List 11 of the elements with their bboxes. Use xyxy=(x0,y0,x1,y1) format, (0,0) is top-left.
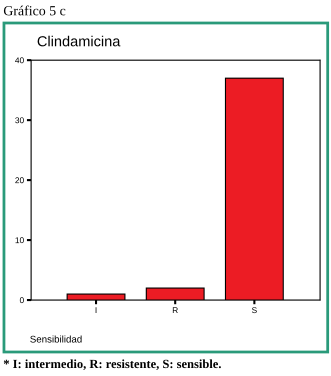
y-tick-label: 20 xyxy=(15,177,24,184)
y-tick-label: 40 xyxy=(15,57,24,64)
y-tick-label: 30 xyxy=(15,117,24,124)
text: * I: intermedio, R: resistente, S: sensible. xyxy=(4,359,221,370)
chart-title: Clindamicina xyxy=(38,36,120,46)
x-tick-label: R xyxy=(172,307,178,314)
x-axis-title: Sensibilidad xyxy=(30,335,82,343)
y-tick-label: 10 xyxy=(16,237,24,244)
y-tick-label: 0 xyxy=(20,297,24,304)
text: Gráfico 5 c xyxy=(4,6,66,16)
x-tick-label: S xyxy=(252,307,257,314)
